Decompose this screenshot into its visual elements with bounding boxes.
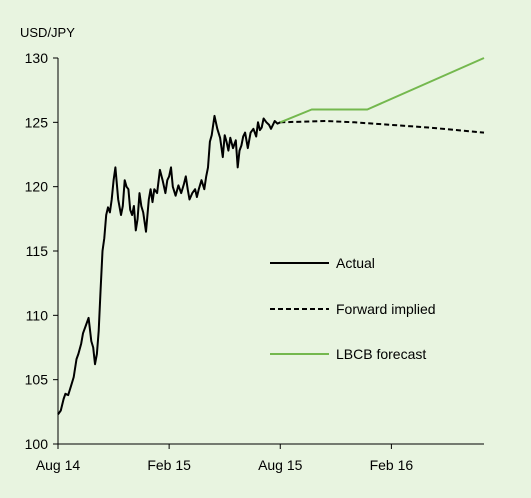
x-tick-label: Feb 15 (147, 457, 191, 473)
y-tick-label: 100 (25, 436, 49, 452)
y-axis-label: USD/JPY (20, 25, 75, 40)
x-tick-label: Aug 14 (36, 457, 81, 473)
y-tick-label: 115 (26, 243, 49, 259)
series-line-lbcb-forecast (279, 57, 485, 124)
y-tick-label: 105 (25, 372, 49, 388)
legend-label: LBCB forecast (336, 346, 426, 362)
x-tick-label: Aug 15 (258, 457, 303, 473)
y-tick-label: 130 (25, 50, 49, 66)
series-line-forward-implied (280, 120, 485, 134)
y-tick-label: 110 (26, 307, 49, 323)
y-tick-label: 125 (25, 114, 49, 130)
y-tick-label: 120 (25, 179, 49, 195)
series-line-actual (57, 114, 281, 415)
legend-label: Actual (336, 255, 375, 271)
legend-label: Forward implied (336, 301, 436, 317)
x-tick-label: Feb 16 (370, 457, 414, 473)
